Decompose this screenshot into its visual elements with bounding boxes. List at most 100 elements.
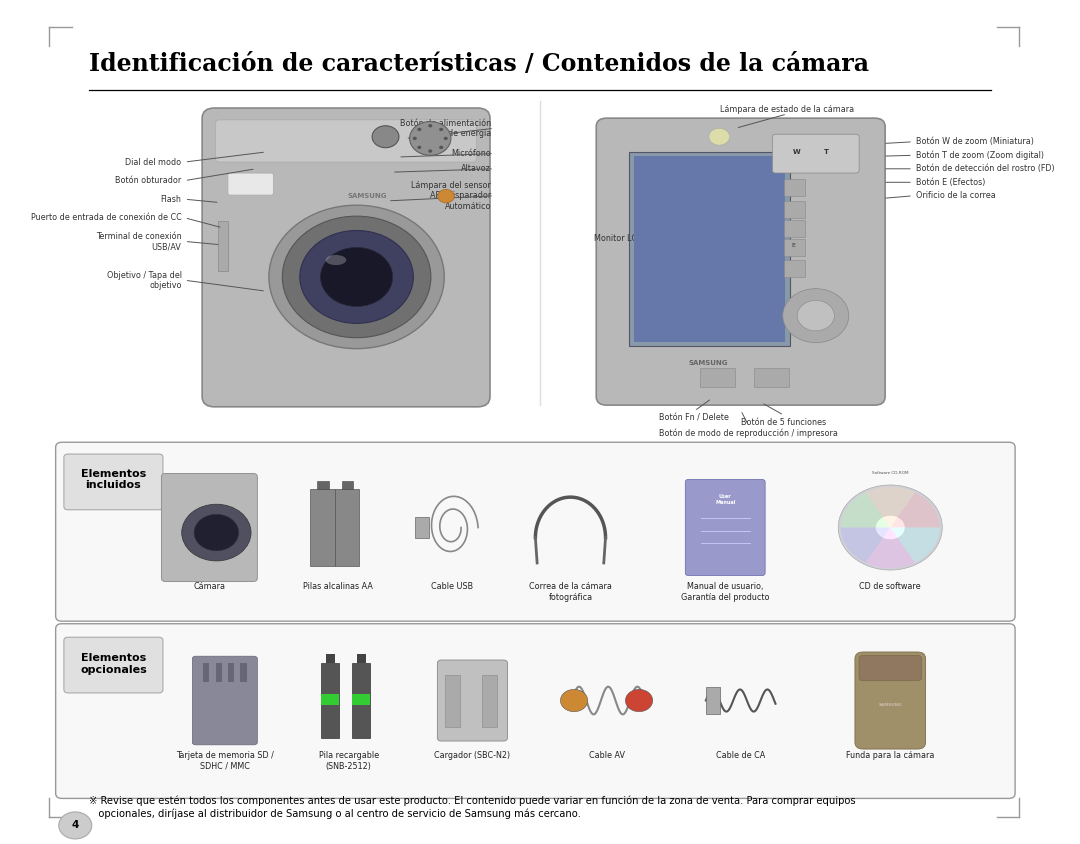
Wedge shape	[865, 487, 915, 528]
FancyBboxPatch shape	[855, 652, 926, 749]
Text: Cable AV: Cable AV	[589, 751, 624, 760]
Circle shape	[300, 230, 414, 323]
Text: Manual de usuario,
Garantía del producto: Manual de usuario, Garantía del producto	[681, 582, 769, 602]
FancyBboxPatch shape	[596, 118, 886, 405]
Circle shape	[561, 690, 588, 711]
Circle shape	[269, 205, 444, 349]
Wedge shape	[890, 492, 940, 528]
Circle shape	[783, 289, 849, 343]
Text: Tarjeta de memoria SD /
SDHC / MMC: Tarjeta de memoria SD / SDHC / MMC	[176, 751, 273, 771]
Text: Elementos
incluidos: Elementos incluidos	[81, 468, 146, 490]
Text: Cable USB: Cable USB	[431, 582, 473, 592]
Circle shape	[797, 300, 835, 331]
Text: SAMSUNG: SAMSUNG	[348, 193, 387, 199]
Bar	[321, 694, 339, 706]
Bar	[630, 152, 791, 346]
Bar	[352, 663, 370, 738]
Circle shape	[876, 516, 905, 539]
Circle shape	[413, 137, 417, 140]
Bar	[754, 368, 789, 387]
FancyBboxPatch shape	[216, 120, 476, 162]
Text: Botón de 5 funciones: Botón de 5 funciones	[742, 418, 826, 427]
Text: Pila recargable
(SNB-2512): Pila recargable (SNB-2512)	[319, 751, 379, 771]
Circle shape	[417, 146, 421, 149]
FancyBboxPatch shape	[192, 657, 257, 745]
Text: Lámpara del sensor
AF / disparador
Automático: Lámpara del sensor AF / disparador Autom…	[411, 181, 491, 211]
Bar	[318, 481, 328, 489]
Text: ※ Revise que estén todos los componentes antes de usar este producto. El conteni: ※ Revise que estén todos los componentes…	[89, 796, 855, 806]
Circle shape	[417, 127, 421, 131]
Text: Dial del modo: Dial del modo	[125, 158, 181, 166]
Bar	[217, 220, 228, 272]
Circle shape	[181, 504, 251, 561]
Text: Objetivo / Tapa del
objetivo: Objetivo / Tapa del objetivo	[107, 271, 181, 289]
Circle shape	[444, 137, 448, 140]
Text: Flash: Flash	[161, 195, 181, 203]
Text: Software CD-ROM: Software CD-ROM	[872, 471, 908, 475]
Bar	[321, 663, 339, 738]
Circle shape	[409, 122, 450, 155]
Text: Botón Fn / Delete: Botón Fn / Delete	[659, 414, 729, 423]
Circle shape	[321, 247, 393, 306]
Circle shape	[838, 485, 942, 570]
Bar	[228, 663, 234, 682]
Ellipse shape	[326, 255, 347, 265]
Circle shape	[58, 812, 92, 839]
Bar	[445, 675, 460, 727]
Bar	[310, 489, 335, 566]
Bar	[701, 368, 735, 387]
Text: Botón W de zoom (Miniatura): Botón W de zoom (Miniatura)	[916, 138, 1034, 146]
Text: Monitor LCD: Monitor LCD	[594, 234, 644, 242]
Bar	[482, 675, 497, 727]
Text: Terminal de conexión
USB/AV: Terminal de conexión USB/AV	[96, 232, 181, 251]
Text: 4: 4	[71, 820, 79, 830]
Text: Botón de detección del rostro (FD): Botón de detección del rostro (FD)	[916, 165, 1055, 173]
Text: Botón de alimentación
de energía: Botón de alimentación de energía	[400, 119, 491, 138]
Circle shape	[373, 126, 399, 148]
Text: opcionales, diríjase al distribuidor de Samsung o al centro de servicio de Samsu: opcionales, diríjase al distribuidor de …	[89, 809, 581, 819]
Circle shape	[708, 128, 729, 145]
Circle shape	[282, 216, 431, 338]
FancyBboxPatch shape	[772, 134, 859, 173]
Wedge shape	[890, 528, 940, 563]
FancyBboxPatch shape	[64, 637, 163, 693]
Bar	[352, 694, 370, 706]
Bar	[203, 663, 210, 682]
Bar	[357, 654, 366, 663]
Bar	[342, 481, 353, 489]
Text: W: W	[793, 149, 801, 155]
Bar	[784, 239, 805, 256]
Bar	[216, 663, 221, 682]
Bar	[415, 517, 429, 538]
Bar	[784, 219, 805, 236]
Text: Botón T de zoom (Zoom digital): Botón T de zoom (Zoom digital)	[916, 150, 1044, 160]
Wedge shape	[840, 492, 890, 528]
FancyBboxPatch shape	[686, 479, 765, 576]
Text: Altavoz: Altavoz	[461, 165, 491, 173]
FancyBboxPatch shape	[161, 473, 257, 582]
Bar	[326, 654, 336, 663]
Bar	[784, 201, 805, 218]
Circle shape	[440, 146, 443, 149]
Text: Botón E (Efectos): Botón E (Efectos)	[916, 178, 985, 187]
Text: Orificio de la correa: Orificio de la correa	[916, 192, 996, 200]
FancyBboxPatch shape	[228, 173, 273, 195]
Text: CD de software: CD de software	[860, 582, 921, 592]
Text: Cargador (SBC-N2): Cargador (SBC-N2)	[434, 751, 511, 760]
Text: SAMSUNG: SAMSUNG	[879, 703, 902, 707]
Circle shape	[440, 127, 443, 131]
Bar	[706, 687, 719, 714]
Text: SAMSUNG: SAMSUNG	[689, 360, 728, 366]
Wedge shape	[840, 528, 890, 563]
FancyBboxPatch shape	[56, 624, 1015, 798]
Text: Puerto de entrada de conexión de CC: Puerto de entrada de conexión de CC	[30, 214, 181, 222]
Text: Elementos
opcionales: Elementos opcionales	[80, 653, 147, 675]
FancyBboxPatch shape	[202, 108, 490, 407]
Text: T: T	[824, 149, 829, 155]
Bar	[241, 663, 246, 682]
Text: Cámara: Cámara	[193, 582, 226, 592]
Circle shape	[428, 149, 432, 153]
Circle shape	[428, 124, 432, 127]
Text: Identificación de características / Contenidos de la cámara: Identificación de características / Cont…	[89, 52, 868, 76]
Text: Cable de CA: Cable de CA	[716, 751, 766, 760]
